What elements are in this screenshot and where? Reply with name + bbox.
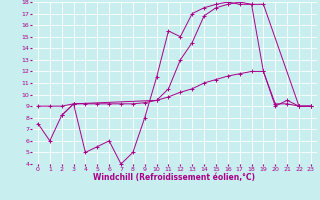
X-axis label: Windchill (Refroidissement éolien,°C): Windchill (Refroidissement éolien,°C) xyxy=(93,173,255,182)
